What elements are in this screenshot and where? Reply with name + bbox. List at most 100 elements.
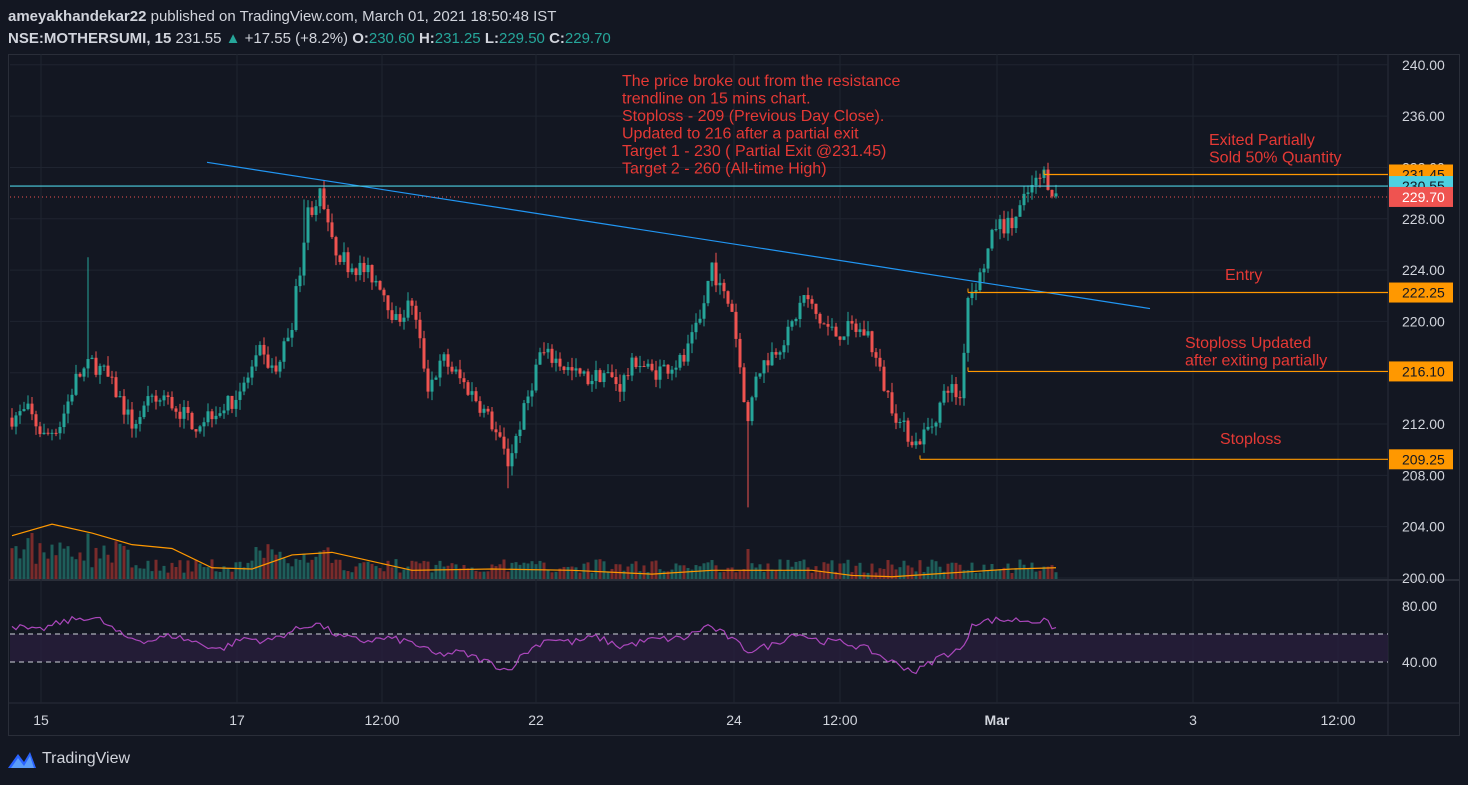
volume-bar	[826, 563, 830, 579]
volume-bar	[830, 560, 834, 579]
volume-bar	[570, 566, 574, 579]
volume-bar	[634, 561, 638, 579]
volume-bar	[370, 563, 374, 579]
candle-body	[854, 323, 858, 332]
candle-body	[742, 367, 746, 403]
price-tick-label: 212.00	[1402, 416, 1445, 432]
candle-body	[278, 361, 282, 372]
volume-bar	[386, 560, 390, 579]
time-tick-label: 12:00	[822, 712, 857, 728]
high-value: 231.25	[434, 30, 481, 47]
volume-bar	[242, 567, 246, 579]
candle-body	[866, 331, 870, 336]
candle-body	[758, 373, 762, 377]
candle-body	[738, 338, 742, 368]
candle-body	[478, 401, 482, 413]
candle-body	[342, 252, 346, 263]
annotation-text: Target 2 - 260 (All-time High)	[622, 161, 827, 178]
volume-bar	[162, 565, 166, 579]
candle-body	[618, 384, 622, 392]
annotation-text: The price broke out from the resistance	[622, 73, 900, 90]
candle-body	[810, 299, 814, 304]
candle-body	[658, 366, 662, 380]
candle-body	[802, 295, 806, 303]
candle-body	[326, 209, 330, 223]
author-name[interactable]: ameyakhandekar22	[8, 8, 147, 25]
volume-bar	[462, 565, 466, 579]
volume-bar	[1054, 572, 1058, 579]
candle-body	[470, 391, 474, 395]
volume-bar	[562, 566, 566, 579]
volume-bar	[878, 568, 882, 579]
candle-body	[206, 411, 210, 423]
candle-body	[110, 376, 114, 378]
candle-body	[778, 352, 782, 355]
symbol-label[interactable]: NSE:MOTHERSUMI, 15	[8, 30, 172, 47]
candle-body	[138, 417, 142, 424]
volume-bar	[1006, 563, 1010, 579]
candle-body	[126, 409, 130, 415]
candle-body	[978, 272, 982, 291]
candle-body	[550, 348, 554, 363]
candle-body	[130, 409, 134, 429]
candle-body	[74, 373, 78, 395]
candle-body	[586, 371, 590, 385]
volume-bar	[74, 559, 78, 579]
annotation-text: Stoploss Updated	[1185, 335, 1311, 352]
time-axis[interactable]: 15 17 12:00 22 24 12:00 Mar 3 12:00	[33, 712, 1356, 728]
volume-bar	[934, 561, 938, 579]
candle-body	[706, 280, 710, 304]
candle-body	[118, 396, 122, 398]
volume-bar	[18, 558, 22, 579]
volume-bar	[318, 551, 322, 579]
annotation-text: Exited Partially	[1209, 132, 1315, 149]
volume-bar	[886, 560, 890, 579]
volume-bar	[86, 533, 90, 579]
volume-bar	[698, 566, 702, 579]
candle-body	[930, 426, 934, 428]
price-tick-label: 228.00	[1402, 211, 1445, 227]
annotation-text: Stoploss - 209 (Previous Day Close).	[622, 108, 884, 125]
volume-bar	[146, 560, 150, 579]
volume-bar	[598, 559, 602, 579]
volume-bar	[1046, 566, 1050, 579]
volume-bar	[322, 550, 326, 579]
volume-bar	[894, 569, 898, 579]
close-label: C:	[549, 30, 565, 47]
candle-body	[598, 370, 602, 383]
candle-body	[942, 390, 946, 403]
candle-body	[166, 395, 170, 397]
tradingview-branding[interactable]: TradingView	[8, 750, 130, 768]
volume-bar	[526, 563, 530, 579]
candle-body	[270, 365, 274, 368]
volume-bar	[78, 552, 82, 579]
candle-body	[38, 426, 42, 435]
candle-body	[82, 368, 86, 377]
time-tick-label: Mar	[985, 712, 1010, 728]
candle-body	[514, 436, 518, 454]
volume-bar	[170, 562, 174, 579]
annotation-text: Updated to 216 after a partial exit	[622, 126, 859, 143]
candle-body	[774, 352, 778, 355]
volume-bar	[998, 569, 1002, 579]
volume-bar	[278, 551, 282, 579]
volume-bar	[930, 559, 934, 579]
publish-line: ameyakhandekar22 published on TradingVie…	[8, 6, 611, 28]
time-tick-label: 17	[229, 712, 245, 728]
volume-bar	[690, 569, 694, 579]
candle-body	[402, 317, 406, 322]
volume-bar	[230, 571, 234, 579]
candle-body	[474, 391, 478, 402]
candle-body	[450, 366, 454, 372]
candlestick-series	[10, 162, 1058, 508]
volume-bar	[190, 571, 194, 579]
volume-bar	[978, 572, 982, 579]
volume-bar	[722, 571, 726, 579]
volume-bar	[786, 559, 790, 579]
rsi-line	[11, 615, 1057, 675]
volume-bar	[430, 572, 434, 579]
candle-body	[938, 402, 942, 423]
price-axis[interactable]: 240.00236.00232.00228.00224.00220.00216.…	[1389, 57, 1453, 670]
text-annotations: The price broke out from the resistancet…	[622, 73, 1342, 448]
